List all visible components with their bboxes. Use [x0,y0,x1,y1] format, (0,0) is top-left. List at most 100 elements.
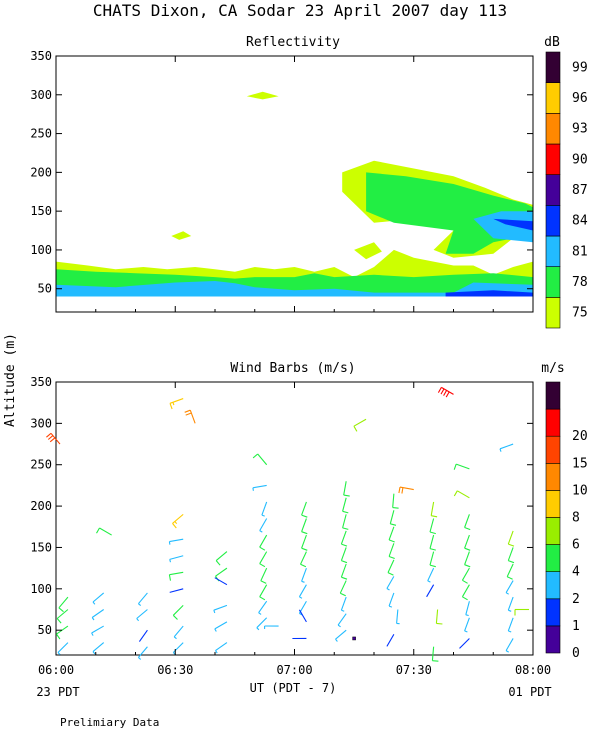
barb-feather [462,596,468,601]
reflectivity-colorbar-swatch [545,205,561,237]
wind-barb [453,490,470,499]
wind-barb [173,625,184,640]
wind-barb [213,604,228,614]
wind-barbs-layer [46,386,530,662]
wind-barb [169,555,184,563]
barb-feather [185,412,192,416]
wind-barb [252,453,268,466]
barb-shaft [461,567,470,581]
barb-shaft [169,398,184,404]
barb-feather [46,432,52,438]
wind-barb [388,592,395,608]
wind-barb [352,636,356,641]
reflectivity-axes: 50 100 150 200 250 300 350 [30,49,534,312]
wind-barb [259,534,268,551]
barb-feather [341,576,348,580]
wind-barb [259,518,268,533]
barb-feather [214,628,217,632]
wind-barb [56,625,69,640]
y-tick-label: 150 [30,540,52,554]
wind-barb [464,534,471,551]
wind-colorbar-tick-label: 10 [572,483,588,498]
barb-feather [96,527,100,534]
wind-barb [298,600,307,616]
barb-shaft [464,514,470,528]
barb-shaft [169,588,184,593]
wind-barb [252,484,267,491]
reflectivity-region-9 [171,231,192,240]
barb-feather [258,612,262,615]
y-tick-label: 300 [30,88,52,102]
barb-shaft [506,563,514,577]
wind-barb [461,567,470,584]
wind-barb [172,513,184,529]
barb-feather [445,391,450,398]
barb-feather [387,572,394,576]
barb-shaft [464,551,470,565]
wind-barb [386,576,395,591]
barb-shaft [92,592,105,603]
barb-feather [299,596,303,599]
barb-feather [443,390,448,396]
barb-feather [300,563,307,568]
barb-shaft [301,567,307,582]
barb-shaft [99,527,112,536]
wind-barb [507,547,515,564]
barb-feather [388,539,395,543]
reflectivity-colorbar-tick-label: 99 [572,60,588,75]
barb-feather [431,515,438,518]
barb-feather [462,579,468,584]
barb-feather [508,630,512,633]
barb-feather [341,609,345,612]
reflectivity-colorbar-swatch [545,297,561,329]
barb-shaft [256,617,268,629]
barb-feather [386,588,390,591]
wind-barb [261,501,268,517]
barb-shaft [392,493,395,508]
wind-barb [435,609,443,625]
barb-shaft [335,629,347,640]
barb-feather [301,514,308,518]
barb-shaft [461,584,470,598]
barb-shaft [298,609,307,623]
barb-shaft [386,634,395,647]
reflectivity-colorbar-tick-label: 90 [572,152,588,167]
barb-shaft [259,534,268,548]
reflectivity-contours [56,91,533,297]
reflectivity-colorbar-swatch [545,113,561,145]
reflectivity-region-10 [354,242,382,260]
wind-barb [214,621,228,632]
wind-barb [168,571,184,581]
wind-barb [342,514,349,530]
barb-shaft [257,453,268,466]
wind-barb [514,608,530,616]
wind-barb [389,510,397,526]
barb-feather [259,530,263,533]
wind-barb [464,514,471,531]
wind-barb [335,629,347,642]
reflectivity-colorbar-tick-label: 93 [572,122,588,137]
wind-barb [464,551,471,568]
wind-barb [386,634,395,647]
barb-shaft [301,501,307,516]
barb-feather [49,437,56,443]
wind-barb [184,409,196,424]
barb-shaft [137,592,148,605]
x-tick-label: 07:30 [396,663,432,677]
barb-shaft [138,629,148,642]
wind-colorbar-tick-label: 2 [572,592,580,607]
wind-barb [260,567,268,584]
barb-shaft [58,596,69,609]
wind-barb [343,481,350,497]
barb-feather [341,560,348,564]
barb-feather [92,601,96,605]
barb-shaft [340,563,347,578]
barb-feather [453,490,458,497]
wind-colorbar-swatch [545,381,561,410]
barb-shaft [258,600,268,614]
wind-barb [461,584,470,601]
barb-shaft [215,551,228,562]
barb-shaft [342,514,347,529]
barb-shaft [464,534,470,549]
